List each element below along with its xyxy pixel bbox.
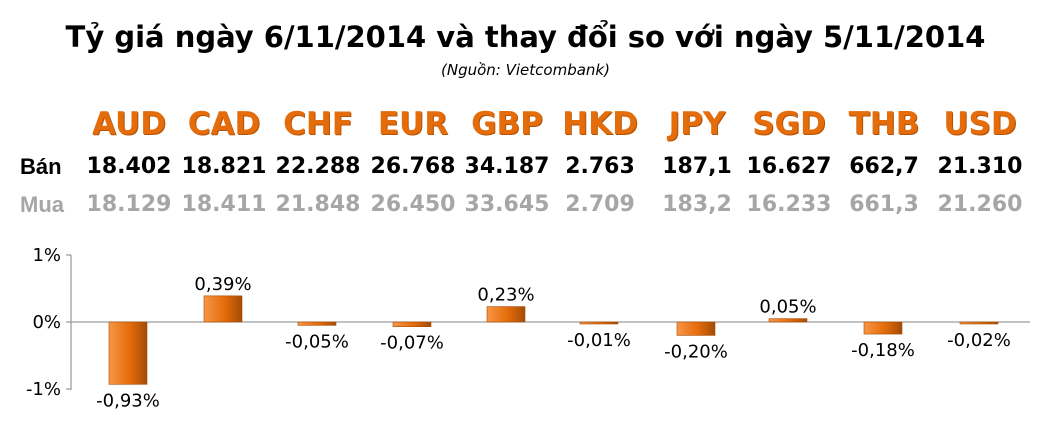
- buy-value-jpy: 183,2: [662, 192, 732, 217]
- buy-value-cad: 18.411: [181, 192, 267, 217]
- data-label-chf: -0,05%: [285, 331, 349, 352]
- bar-jpy: [676, 321, 716, 336]
- sell-value-eur: 26.768: [370, 154, 456, 179]
- currency-code-gbp: GBP: [471, 106, 543, 142]
- sell-row-label: Bán: [20, 154, 62, 179]
- currency-code-usd: USD: [943, 106, 1017, 142]
- currency-code-cad: CAD: [187, 106, 261, 142]
- data-label-jpy: -0,20%: [664, 341, 728, 362]
- buy-value-gbp: 33.645: [464, 192, 550, 217]
- bar-eur: [392, 321, 432, 327]
- sell-value-aud: 18.402: [86, 154, 172, 179]
- bar-chf: [297, 321, 337, 326]
- buy-value-thb: 661,3: [849, 192, 919, 217]
- data-label-eur: -0,07%: [380, 333, 444, 354]
- buy-value-hkd: 2.709: [565, 192, 635, 217]
- data-label-hkd: -0,01%: [567, 330, 631, 351]
- sell-value-usd: 21.310: [937, 154, 1023, 179]
- y-tick-label: 0%: [32, 312, 61, 333]
- sell-value-gbp: 34.187: [464, 154, 550, 179]
- change-bar-chart: -1% 0% 1% -0,93% 0,39% -0,05% -0,07% 0,23% -0,0…: [26, 245, 1030, 411]
- sell-value-chf: 22.288: [275, 154, 361, 179]
- bar-sgd: [768, 318, 808, 323]
- bar-cad: [203, 295, 243, 323]
- buy-row-label: Mua: [20, 192, 64, 217]
- bar-gbp: [486, 306, 526, 323]
- bar-aud: [108, 321, 148, 385]
- buy-value-usd: 21.260: [937, 192, 1023, 217]
- data-label-cad: 0,39%: [194, 274, 251, 295]
- data-label-sgd: 0,05%: [759, 297, 816, 318]
- sell-value-sgd: 16.627: [746, 154, 832, 179]
- buy-value-aud: 18.129: [86, 192, 172, 217]
- sell-value-cad: 18.821: [181, 154, 267, 179]
- sell-value-hkd: 2.763: [565, 154, 635, 179]
- currency-code-hkd: HKD: [562, 106, 638, 142]
- currency-code-thb: THB: [848, 106, 920, 142]
- data-label-thb: -0,18%: [851, 340, 915, 361]
- chart-title: Tỷ giá ngày 6/11/2014 và thay đổi so với…: [65, 20, 986, 54]
- buy-value-sgd: 16.233: [746, 192, 832, 217]
- currency-code-eur: EUR: [377, 106, 449, 142]
- source-note: (Nguồn: Vietcombank): [441, 61, 610, 79]
- bar-thb: [863, 321, 903, 335]
- buy-value-chf: 21.848: [275, 192, 361, 217]
- currency-code-jpy: JPY: [668, 106, 726, 142]
- currency-code-aud: AUD: [92, 106, 166, 142]
- sell-value-thb: 662,7: [849, 154, 919, 179]
- bar-hkd: [579, 321, 619, 325]
- data-label-usd: -0,02%: [947, 330, 1011, 351]
- data-label-gbp: 0,23%: [477, 285, 534, 306]
- sell-value-jpy: 187,1: [662, 154, 732, 179]
- y-tick-label: -1%: [26, 379, 61, 400]
- currency-code-chf: CHF: [283, 106, 353, 142]
- bar-usd: [959, 321, 999, 325]
- buy-value-eur: 26.450: [370, 192, 456, 217]
- y-tick-label: 1%: [32, 245, 61, 266]
- currency-code-sgd: SGD: [752, 106, 826, 142]
- data-label-aud: -0,93%: [96, 390, 160, 411]
